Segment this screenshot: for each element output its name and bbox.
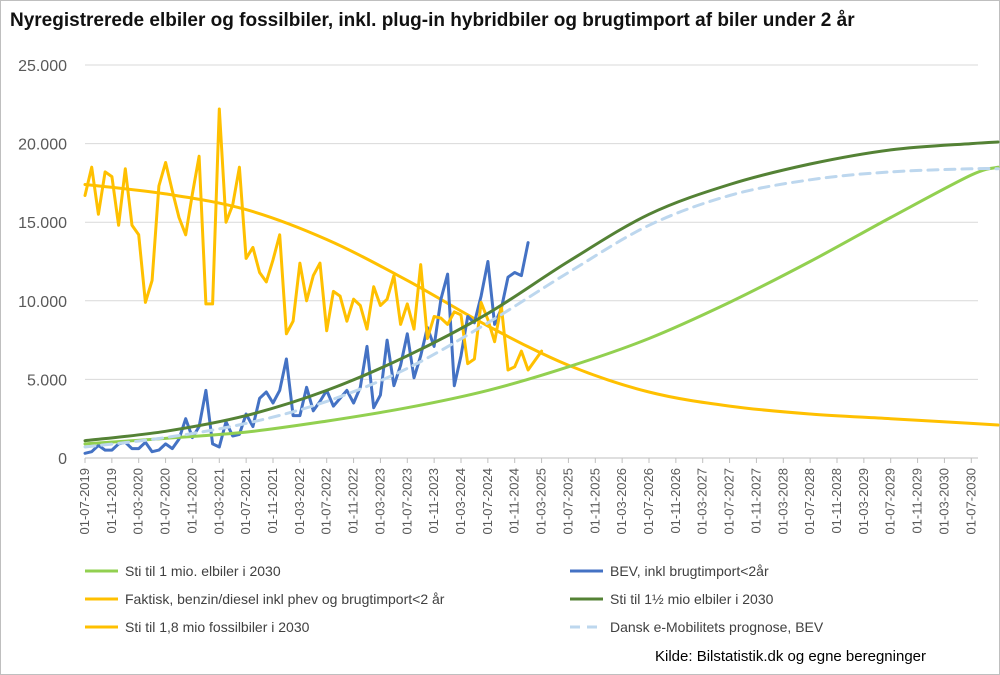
- x-tick-label: 01-11-2024: [507, 468, 522, 534]
- x-tick-label: 01-03-2022: [292, 468, 307, 535]
- x-tick-label: 01-03-2028: [775, 468, 790, 535]
- x-tick-label: 01-07-2029: [883, 468, 898, 535]
- y-tick-label: 10.000: [18, 294, 67, 311]
- legend-label: Faktisk, benzin/diesel inkl phev og brug…: [125, 591, 445, 607]
- x-tick-label: 01-07-2030: [963, 468, 978, 535]
- x-tick-label: 01-11-2025: [587, 468, 602, 534]
- x-tick-label: 01-03-2024: [453, 468, 468, 535]
- x-tick-label: 01-11-2029: [910, 468, 925, 534]
- x-tick-label: 01-03-2021: [211, 468, 226, 535]
- series-line: [83, 165, 1000, 446]
- x-tick-label: 01-03-2027: [695, 468, 710, 535]
- series-line: [83, 107, 544, 372]
- series-lines: [83, 107, 1000, 455]
- x-tick-label: 01-11-2019: [104, 468, 119, 534]
- x-tick-label: 01-07-2021: [238, 468, 253, 535]
- series-line: [83, 140, 1000, 443]
- x-tick-label: 01-07-2028: [802, 468, 817, 535]
- x-tick-label: 01-03-2025: [534, 468, 549, 535]
- source-note: Kilde: Bilstatistik.dk og egne beregning…: [655, 648, 926, 665]
- x-tick-label: 01-07-2020: [158, 468, 173, 535]
- x-tick-label: 01-07-2025: [560, 468, 575, 535]
- x-tick-label: 01-03-2029: [856, 468, 871, 535]
- y-tick-label: 5.000: [27, 372, 67, 389]
- y-tick-label: 15.000: [18, 215, 67, 232]
- x-tick-label: 01-07-2019: [77, 468, 92, 535]
- x-tick-label: 01-07-2027: [722, 468, 737, 535]
- x-tick-label: 01-03-2026: [614, 468, 629, 535]
- y-tick-label: 25.000: [18, 58, 67, 75]
- x-tick-label: 01-03-2030: [936, 468, 951, 535]
- legend-label: Sti til 1,8 mio fossilbiler i 2030: [125, 619, 310, 635]
- x-tick-label: 01-03-2020: [131, 468, 146, 535]
- x-tick-label: 01-07-2023: [399, 468, 414, 535]
- legend-label: BEV, inkl brugtimport<2år: [610, 563, 769, 579]
- y-axis-ticks: 0 5.000 10.000 15.000 20.000 25.000: [18, 58, 67, 468]
- y-tick-label: 20.000: [18, 137, 67, 154]
- x-tick-label: 01-11-2022: [346, 468, 361, 534]
- y-tick-label: 0: [58, 451, 67, 468]
- x-tick-label: 01-03-2023: [372, 468, 387, 535]
- x-tick-label: 01-11-2023: [426, 468, 441, 534]
- x-tick-label: 01-07-2024: [480, 468, 495, 535]
- x-tick-label: 01-11-2028: [829, 468, 844, 534]
- series-line: [83, 241, 530, 455]
- legend: Sti til 1 mio. elbiler i 2030 BEV, inkl b…: [85, 563, 824, 635]
- x-tick-label: 01-11-2027: [748, 468, 763, 534]
- chart-title: Nyregistrerede elbiler og fossilbiler, i…: [10, 10, 855, 31]
- x-tick-label: 01-11-2020: [184, 468, 199, 534]
- series-line: [83, 183, 1000, 427]
- series-line: [83, 167, 1000, 449]
- x-tick-label: 01-07-2026: [641, 468, 656, 535]
- x-tick-label: 01-11-2026: [668, 468, 683, 534]
- legend-label: Sti til 1 mio. elbiler i 2030: [125, 563, 281, 579]
- legend-label: Dansk e-Mobilitets prognose, BEV: [610, 619, 824, 635]
- x-tick-label: 01-07-2022: [319, 468, 334, 535]
- x-tick-label: 01-11-2021: [265, 468, 280, 534]
- legend-label: Sti til 1½ mio elbiler i 2030: [610, 591, 774, 607]
- x-axis-ticks: 01-07-2019 01-11-2019 01-03-2020 01-07-2020…: [77, 458, 978, 535]
